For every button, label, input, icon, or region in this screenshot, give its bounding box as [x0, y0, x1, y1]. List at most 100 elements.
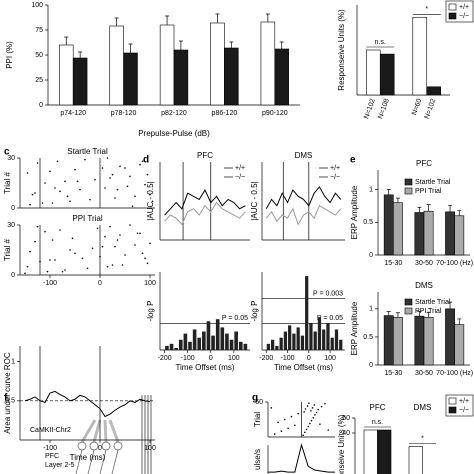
x-tick-label: 0 [209, 355, 213, 362]
x-tick-label: 100 [324, 355, 336, 362]
spike [59, 190, 61, 193]
x-tick-label: DMS [414, 403, 432, 412]
bar [414, 212, 425, 256]
diagram-label: Layer 2-5 [45, 462, 75, 469]
bar [365, 49, 381, 96]
annotation: n.s. [375, 39, 386, 46]
legend-label: −/− [330, 174, 340, 181]
bar [59, 44, 74, 106]
y-tick-label: 0 [369, 362, 373, 369]
bar [72, 57, 88, 106]
spike [29, 250, 31, 253]
spike [303, 411, 305, 413]
legend-swatch [404, 307, 413, 315]
legend-label: Startle Trial [415, 299, 451, 306]
x-tick-label: 30-50 [415, 260, 433, 267]
spike [24, 272, 26, 275]
line [164, 189, 246, 216]
error-bar [114, 17, 119, 26]
histogram-bar [243, 343, 248, 350]
spike [34, 192, 36, 194]
legend-swatch [404, 178, 413, 186]
y-tick-label: 30 [7, 155, 15, 162]
spike [114, 245, 116, 248]
spike [99, 255, 101, 258]
spike [277, 421, 279, 424]
bar [379, 53, 395, 96]
spike [310, 419, 313, 422]
x-tick-label: -100 [43, 280, 57, 287]
histogram-bar [313, 331, 317, 350]
bar [383, 194, 394, 256]
spike [304, 408, 307, 410]
histogram-bar [165, 345, 169, 350]
y-tick-label: 25 [35, 77, 43, 84]
bar [109, 25, 124, 106]
spike [312, 416, 315, 419]
error-bar [457, 210, 462, 216]
y-tick-label: 0.5 [363, 334, 373, 341]
spike [64, 269, 66, 271]
y-axis-label: -log P [146, 301, 155, 322]
spike [54, 259, 56, 261]
chart-title: DMS [415, 281, 433, 290]
legend-label: −/− [459, 407, 469, 414]
x-tick-label: 15-30 [384, 370, 402, 377]
legend-label: PPI Trial [415, 188, 442, 195]
spike [36, 162, 39, 164]
bar [383, 315, 394, 366]
spike [114, 197, 116, 199]
x-tick-label: 30-50 [415, 370, 433, 377]
spike [74, 168, 76, 171]
error-bar [215, 13, 220, 23]
x-axis-label: Time (ms) [70, 453, 106, 462]
x-tick-label: -100 [181, 355, 195, 362]
chart-title: PFC [416, 159, 432, 168]
line [265, 204, 342, 226]
y-axis-label: ERP Amplitude [350, 301, 359, 355]
histogram-bar [330, 337, 334, 350]
x-tick-label: p90-120 [262, 110, 288, 117]
histogram-bar [326, 323, 330, 350]
spike [66, 195, 69, 198]
spike [124, 254, 126, 256]
spike [76, 180, 79, 183]
spike [144, 257, 146, 260]
spike [141, 160, 144, 163]
reference-label: P = 0.05 [317, 315, 343, 322]
y-tick-label: 50 [35, 52, 43, 59]
x-axis-label: Time Offset (ms) [274, 363, 333, 372]
y-axis-label: ulse/s [253, 449, 262, 470]
spike [111, 173, 114, 176]
legend-label: −/− [459, 13, 469, 20]
error-bar [279, 41, 284, 49]
panel-label: f [4, 393, 8, 404]
spike [79, 188, 81, 191]
spike [136, 232, 139, 235]
error-bar [417, 311, 422, 317]
spike [139, 232, 141, 235]
light-beam [80, 419, 120, 443]
histogram-bar [309, 323, 313, 350]
reference-label: P = 0.003 [313, 291, 343, 298]
y-tick-label: 40 [342, 430, 350, 437]
error-bar [64, 36, 69, 45]
histogram-bar [192, 329, 197, 350]
spike [36, 225, 39, 228]
y-tick-label: 0 [11, 205, 15, 212]
diagram-f [75, 395, 152, 474]
spike [146, 173, 149, 176]
y-tick-label: 100 [31, 2, 43, 9]
spike [270, 407, 273, 409]
legend-label: +/+ [459, 4, 469, 11]
bar [445, 308, 455, 366]
line [268, 443, 335, 473]
y-tick-label: 60 [255, 399, 263, 406]
error-bar [386, 311, 391, 316]
panel-label: c [4, 147, 10, 158]
spike [310, 409, 312, 412]
spike [56, 160, 59, 163]
chart-title: PPI Trial [72, 214, 102, 223]
spike [141, 252, 144, 255]
